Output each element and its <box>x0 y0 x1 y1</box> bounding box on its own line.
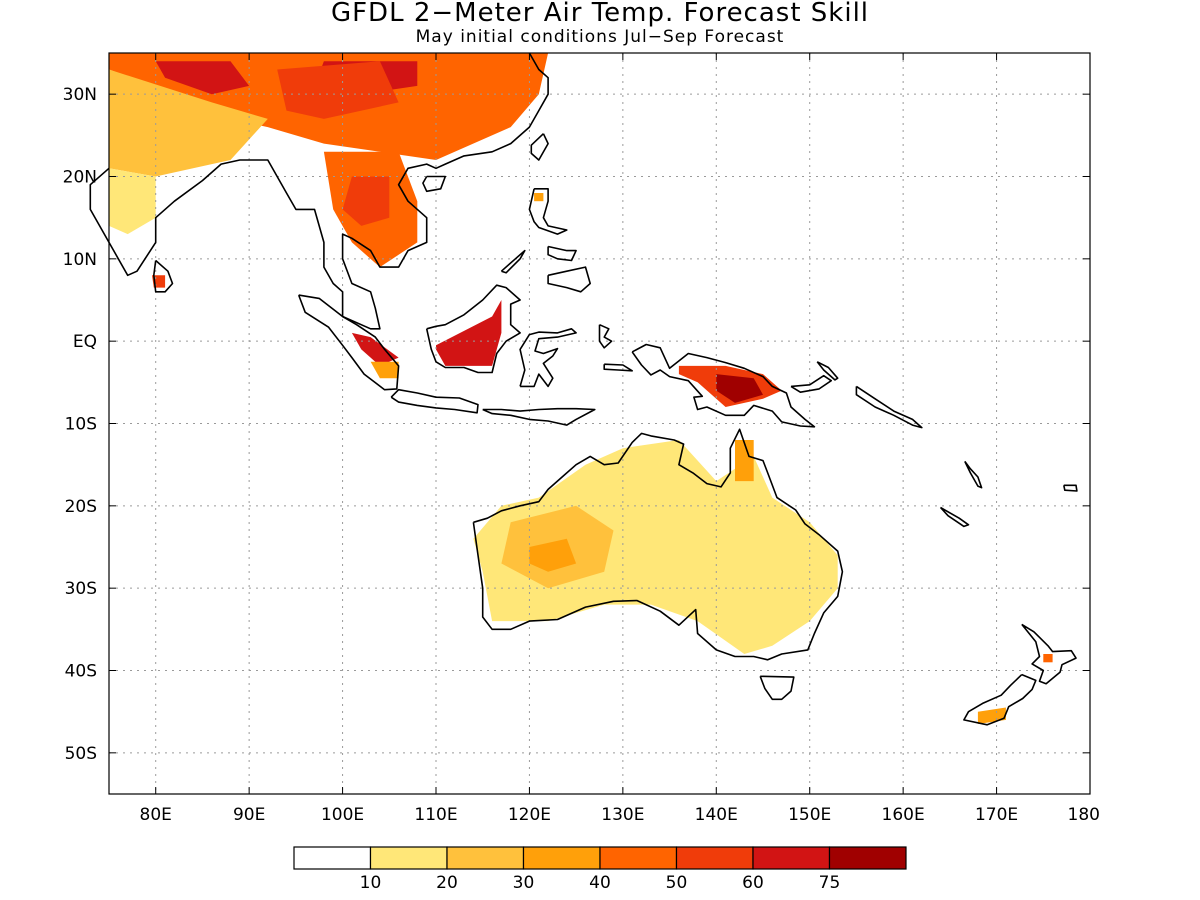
map-title: GFDL 2−Meter Air Temp. Forecast Skill <box>330 0 870 28</box>
skill-region-new-zealand-s <box>977 707 1006 724</box>
colorbar-label: 60 <box>742 873 764 893</box>
coastline-seram <box>603 363 634 372</box>
lat-tick-label: 10N <box>63 250 97 270</box>
map-subtitle: May initial conditions Jul−Sep Forecast <box>415 27 785 47</box>
coastline-palawan <box>500 249 526 274</box>
lon-tick-label: 170E <box>975 805 1018 825</box>
lat-tick-label: 30S <box>65 579 97 599</box>
coastline-solomons <box>855 385 923 429</box>
coastline-new-guinea <box>631 343 816 428</box>
coastline-sulawesi <box>519 327 577 388</box>
lon-tick-label: 140E <box>695 805 738 825</box>
skill-region-india <box>109 69 268 177</box>
colorbar-swatch <box>522 846 601 870</box>
skill-region-china-north <box>277 61 399 119</box>
coastline-luzon <box>528 188 568 235</box>
skill-region-china-core <box>155 61 250 95</box>
lat-tick-label: 20S <box>65 497 97 517</box>
coastline-asia-mainland <box>89 52 549 330</box>
lon-tick-label: 160E <box>882 805 925 825</box>
coastline-fiji <box>1063 484 1078 492</box>
colorbar-label: 50 <box>666 873 688 893</box>
coastline-java <box>390 388 479 414</box>
coastlines <box>89 52 1078 726</box>
colorbar-swatch <box>675 846 754 870</box>
coastline-tasmania <box>759 675 795 701</box>
axis-labels: 30N 20N 10N EQ 10S 20S 30S 40S 50S 80E 90E 100E 110E… <box>63 53 1100 825</box>
lat-tick-label: EQ <box>73 332 97 352</box>
coastline-hainan <box>422 175 447 193</box>
coastline-visayas <box>547 245 577 262</box>
skill-region-sumatra <box>351 332 399 366</box>
coastline-taiwan <box>530 133 549 161</box>
colorbar-swatch <box>369 846 448 870</box>
colorbar-swatch <box>446 846 525 870</box>
skill-region-australia-north <box>473 440 838 654</box>
skill-region-sumatra-south <box>370 361 399 379</box>
colorbar-swatch <box>599 846 678 870</box>
lon-tick-label: 120E <box>508 805 551 825</box>
coastline-nz-north-island <box>1021 623 1077 685</box>
skill-region-indochina-core <box>342 176 390 226</box>
skill-region-new-guinea-core <box>716 374 763 403</box>
coastline-nz-south-island <box>963 673 1037 726</box>
coastline-mindanao <box>547 266 592 293</box>
colorbar-label: 20 <box>436 873 458 893</box>
coastline-australia <box>472 428 844 661</box>
skill-region-borneo <box>436 300 502 366</box>
skill-region-new-zealand-n <box>1043 654 1053 663</box>
coastline-new-britain <box>790 374 833 394</box>
coastline-new-caledonia <box>939 506 970 528</box>
coastline-new-ireland <box>816 361 839 381</box>
colorbar-label: 30 <box>513 873 535 893</box>
lat-tick-label: 20N <box>63 168 97 188</box>
coastline-borneo <box>425 284 521 374</box>
gridlines <box>109 53 1090 794</box>
colorbar-swatch <box>752 846 831 870</box>
lat-tick-label: 50S <box>65 744 97 764</box>
skill-region-philippines <box>534 193 544 202</box>
lon-tick-label: 90E <box>233 805 265 825</box>
coastline-halmahera <box>598 323 613 349</box>
colorbar-label: 40 <box>589 873 611 893</box>
colorbar-label: 75 <box>819 873 841 893</box>
coastline-sri-lanka <box>153 259 174 293</box>
lon-tick-label: 180 <box>1068 805 1100 825</box>
coastline-lesser-sunda <box>482 407 596 426</box>
skill-field <box>109 53 1053 724</box>
colorbar: 10 20 30 40 50 60 75 <box>293 846 907 893</box>
colorbar-swatch <box>828 846 907 870</box>
lon-tick-label: 130E <box>601 805 644 825</box>
lat-tick-label: 30N <box>63 85 97 105</box>
lon-tick-label: 100E <box>321 805 364 825</box>
lon-tick-label: 150E <box>788 805 831 825</box>
skill-region-cape-york <box>735 440 754 482</box>
skill-region-india-west <box>109 168 156 235</box>
lon-tick-label: 110E <box>414 805 457 825</box>
lat-tick-label: 10S <box>65 415 97 435</box>
coastline-vanuatu <box>964 460 983 489</box>
lat-tick-label: 40S <box>65 662 97 682</box>
colorbar-label: 10 <box>360 873 382 893</box>
lon-tick-label: 80E <box>140 805 172 825</box>
skill-region-australia-core <box>529 538 577 572</box>
colorbar-swatch <box>293 846 372 870</box>
coastline-sumatra <box>297 294 400 391</box>
